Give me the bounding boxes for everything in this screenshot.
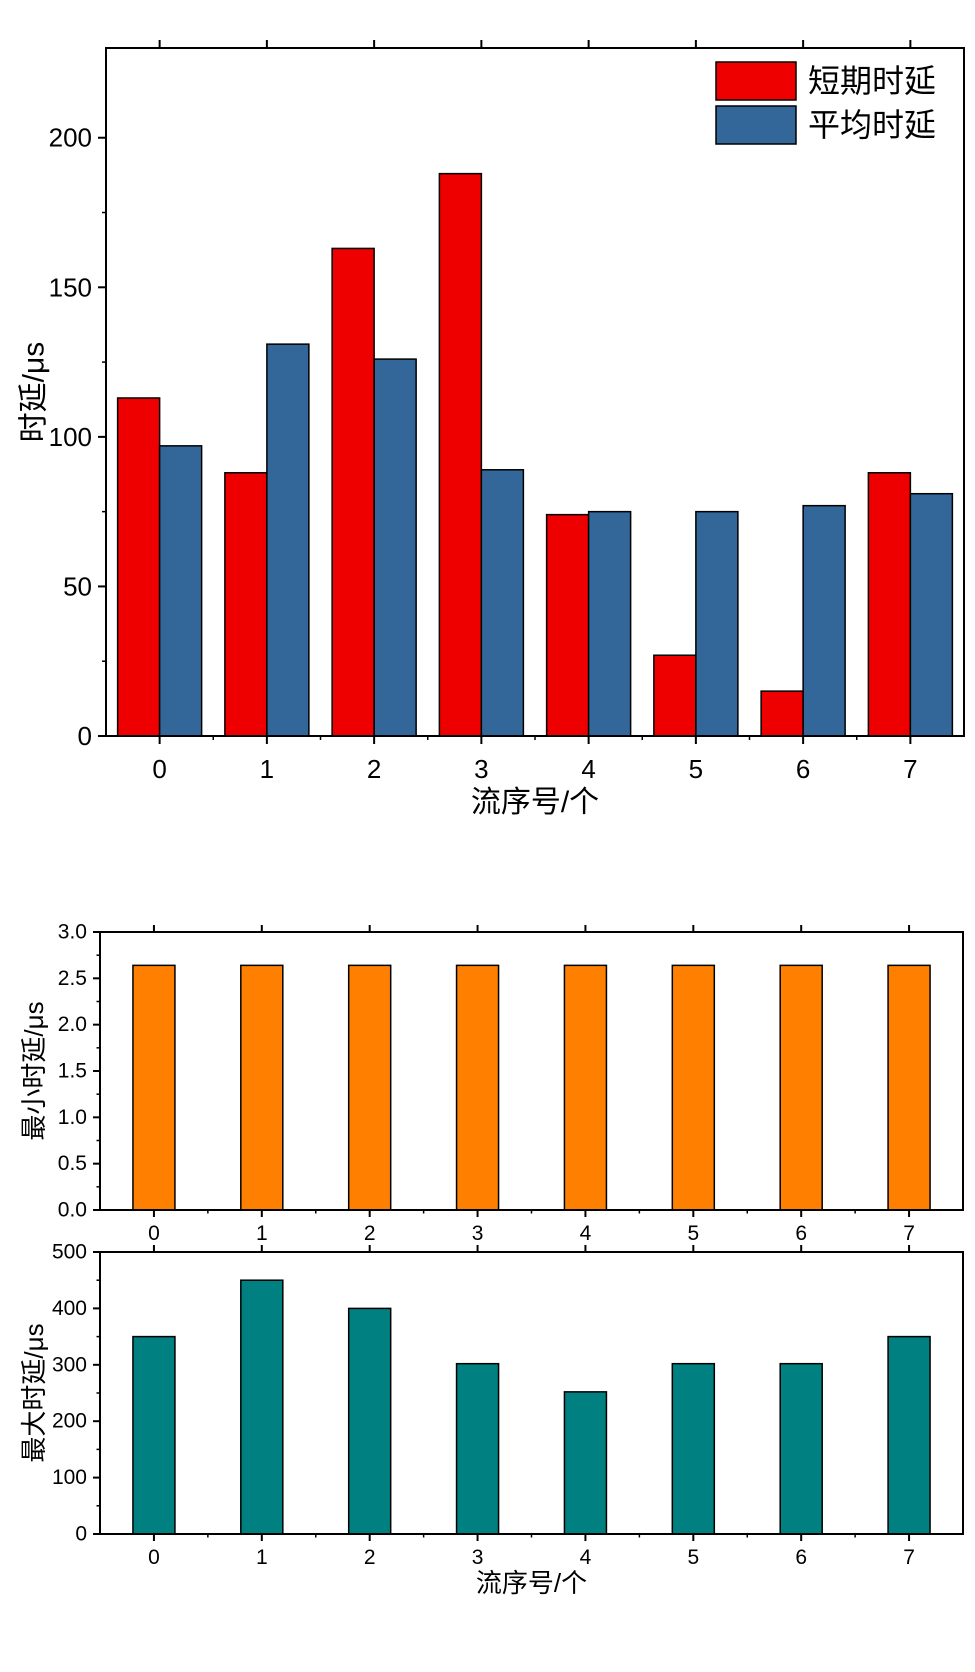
x-tick-label: 2 (367, 754, 381, 784)
bar-0-0-2 (331, 247, 375, 737)
x-tick-label: 5 (687, 1222, 699, 1245)
y-tick-label: 300 (52, 1353, 87, 1376)
chart-2: 0 100 200 300 400 500 0 1 2 3 4 5 6 7 流序号/个 最大时延/μs (19, 1241, 964, 1598)
bar-0-1-0 (158, 445, 203, 737)
x-tick-label: 0 (148, 1546, 160, 1569)
y-tick-label: 0.0 (58, 1199, 87, 1222)
bar-1-0-6 (779, 964, 823, 1211)
x-axis-title: 流序号/个 (471, 786, 599, 819)
bar-1-0-1 (240, 964, 284, 1211)
bar-0-1-3 (480, 469, 525, 737)
bar-0-1-4 (587, 510, 632, 737)
x-tick-label: 1 (256, 1222, 268, 1245)
bar-2-0-5 (671, 1362, 716, 1535)
x-tick-label: 1 (256, 1546, 268, 1569)
x-tick-label: 3 (472, 1546, 484, 1569)
x-tick-label: 3 (472, 1222, 484, 1245)
y-tick-label: 150 (49, 272, 92, 302)
x-tick-label: 2 (364, 1222, 376, 1245)
y-tick-label: 0.5 (58, 1152, 87, 1175)
y-tick-label: 400 (52, 1297, 87, 1320)
x-tick-label: 6 (795, 1222, 807, 1245)
y-tick-label: 1.5 (58, 1060, 87, 1083)
bar-2-0-2 (347, 1307, 392, 1535)
bar-0-0-3 (438, 172, 483, 737)
y-tick-label: 2.0 (58, 1013, 87, 1036)
legend-label: 平均时延 (808, 107, 936, 143)
bar-2-0-3 (455, 1362, 500, 1535)
bar-0-1-1 (266, 343, 310, 737)
y-tick-label: 3.0 (58, 921, 87, 944)
y-tick-label: 50 (63, 571, 92, 601)
bar-0-1-6 (802, 504, 846, 737)
bar-1-0-2 (347, 964, 392, 1211)
y-tick-label: 200 (49, 123, 92, 153)
bar-2-0-6 (779, 1362, 823, 1535)
legend-label: 短期时延 (808, 63, 936, 99)
x-tick-label: 7 (903, 754, 917, 784)
bar-0-0-5 (653, 654, 697, 737)
y-tick-label: 2.5 (58, 967, 87, 990)
y-tick-label: 200 (52, 1410, 87, 1433)
x-tick-label: 5 (689, 754, 703, 784)
x-tick-label: 6 (796, 754, 810, 784)
bar-0-0-7 (867, 472, 912, 737)
bar-1-0-3 (455, 964, 500, 1211)
y-tick-label: 0 (75, 1523, 87, 1546)
x-tick-label: 5 (687, 1546, 699, 1569)
bar-2-0-1 (240, 1279, 284, 1535)
bar-0-1-7 (909, 492, 954, 737)
bar-2-0-0 (132, 1335, 176, 1535)
y-tick-label: 0 (78, 721, 92, 751)
y-tick-label: 100 (52, 1466, 87, 1489)
bar-0-0-1 (224, 472, 268, 737)
x-tick-label: 3 (474, 754, 488, 784)
bar-0-1-2 (373, 358, 417, 737)
x-tick-label: 1 (260, 754, 274, 784)
x-tick-label: 4 (580, 1546, 592, 1569)
x-tick-label: 4 (581, 754, 595, 784)
x-tick-label: 2 (364, 1546, 376, 1569)
y-axis-title: 时延/μs (18, 342, 51, 443)
y-tick-label: 100 (49, 422, 92, 452)
bar-0-0-0 (116, 397, 161, 737)
bar-0-1-5 (695, 510, 739, 737)
y-tick-label: 1.0 (58, 1106, 87, 1129)
bar-0-0-6 (760, 690, 804, 737)
bar-1-0-0 (132, 964, 176, 1211)
x-tick-label: 7 (903, 1546, 915, 1569)
x-tick-label: 6 (795, 1546, 807, 1569)
y-tick-label: 500 (52, 1241, 87, 1264)
y-axis-title: 最大时延/μs (19, 1323, 49, 1462)
y-axis-title: 最小时延/μs (19, 1001, 49, 1140)
x-tick-label: 0 (148, 1222, 160, 1245)
bar-0-0-4 (545, 513, 590, 737)
x-tick-label: 4 (580, 1222, 592, 1245)
legend-swatch (715, 105, 797, 145)
x-tick-label: 0 (152, 754, 166, 784)
chart-1: 0.0 0.5 1.0 1.5 2.0 2.5 3.0 0 1 2 3 4 5 6 7 最小时延/μs (19, 921, 964, 1245)
plot-frame (99, 1251, 964, 1535)
legend-swatch (715, 61, 797, 101)
bar-1-0-5 (671, 964, 716, 1211)
plot-frame (99, 931, 964, 1211)
x-tick-label: 7 (903, 1222, 915, 1245)
bar-2-0-4 (563, 1391, 608, 1535)
bar-2-0-7 (887, 1335, 931, 1535)
bar-1-0-4 (563, 964, 608, 1211)
x-axis-title: 流序号/个 (476, 1568, 587, 1598)
bar-1-0-7 (887, 964, 931, 1211)
